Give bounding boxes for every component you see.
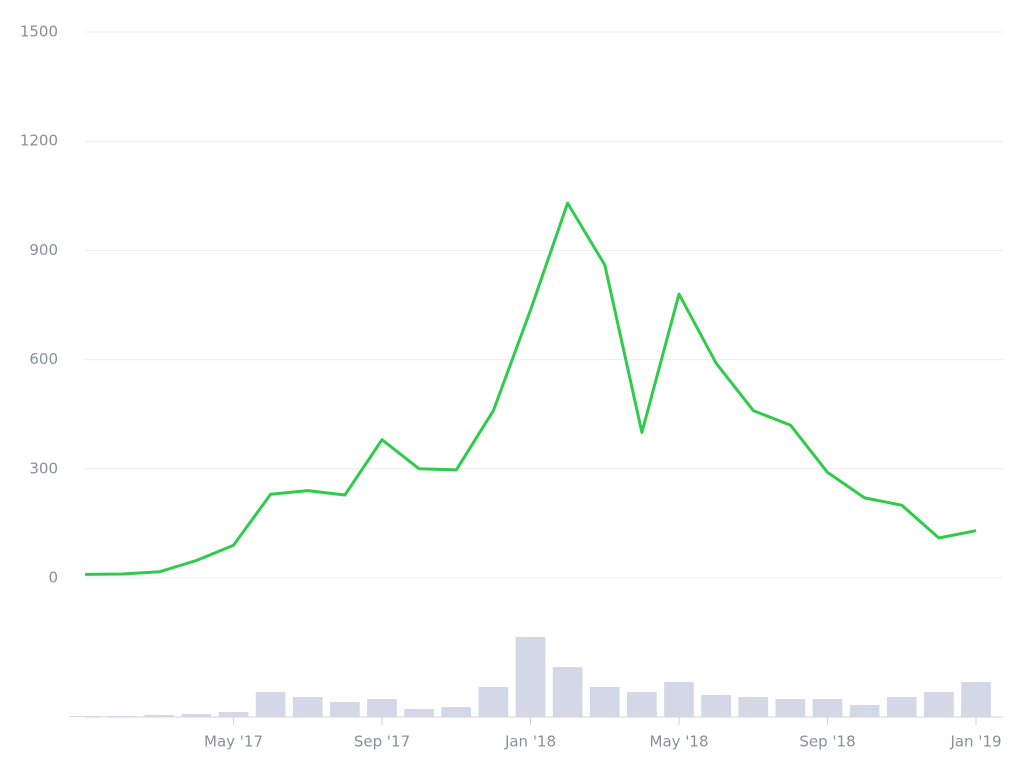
volume-bar [70, 716, 100, 717]
volume-bar [255, 692, 286, 717]
volume-bar [330, 702, 360, 717]
volume-bar [849, 705, 880, 717]
x-tick-label: Sep '18 [799, 733, 855, 751]
y-tick-label: 900 [29, 241, 58, 259]
volume-bar [552, 667, 583, 717]
y-tick-label: 300 [29, 459, 58, 477]
volume-bar [218, 712, 249, 717]
volume-bar [441, 707, 472, 717]
volume-bar [181, 714, 212, 717]
y-tick-label: 1200 [20, 132, 58, 150]
volume-bar [292, 697, 323, 717]
volume-bar [515, 637, 546, 717]
x-tick-label: Jan '19 [949, 733, 1001, 751]
volume-bar [775, 699, 806, 717]
volume-bar [886, 697, 917, 717]
volume-bar [107, 716, 137, 717]
volume-bar [664, 682, 694, 717]
y-tick-label: 0 [48, 569, 58, 587]
volume-bar [812, 699, 843, 717]
volume-bar [738, 697, 769, 717]
volume-bar [478, 687, 509, 717]
volume-bar [589, 687, 620, 717]
y-tick-label: 1500 [20, 23, 58, 41]
volume-bar [404, 709, 434, 717]
x-tick-label: Sep '17 [354, 733, 410, 751]
x-tick-label: May '17 [204, 733, 263, 751]
volume-bar [144, 715, 175, 717]
volume-bar [367, 699, 397, 717]
volume-bar [924, 692, 954, 717]
volume-bar [961, 682, 991, 717]
volume-bar [701, 695, 731, 717]
x-tick-label: May '18 [650, 733, 709, 751]
volume-bar [627, 692, 657, 717]
y-tick-label: 600 [29, 350, 58, 368]
price-line [84, 201, 977, 576]
x-tick-label: Jan '18 [504, 733, 556, 751]
